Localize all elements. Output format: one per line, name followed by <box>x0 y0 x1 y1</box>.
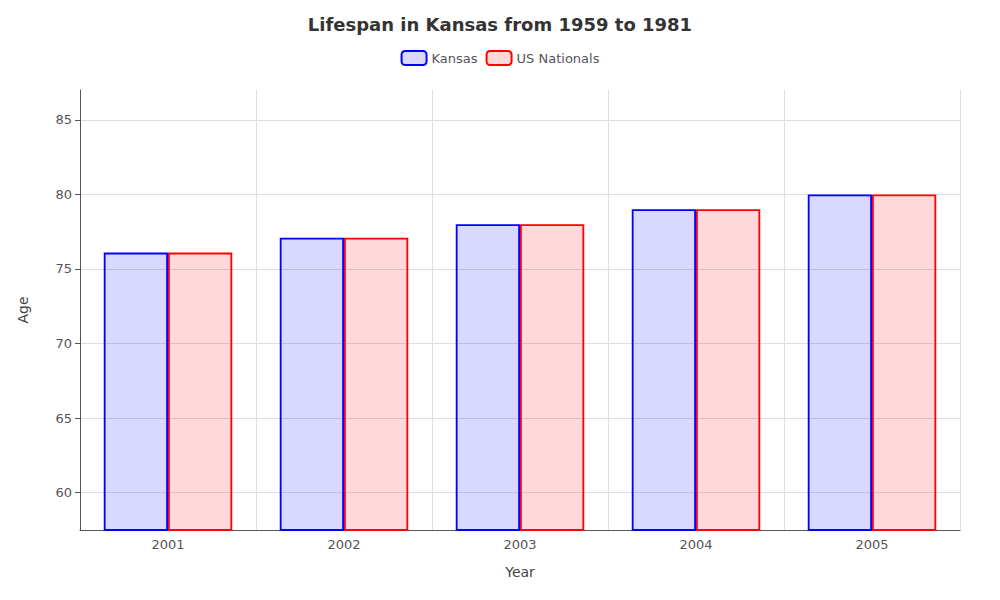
svg-text:2002: 2002 <box>327 537 360 552</box>
svg-text:Age: Age <box>15 296 31 323</box>
svg-text:70: 70 <box>55 336 72 351</box>
svg-text:65: 65 <box>55 411 72 426</box>
svg-text:60: 60 <box>55 485 72 500</box>
svg-text:2004: 2004 <box>679 537 712 552</box>
svg-text:2003: 2003 <box>503 537 536 552</box>
svg-text:US Nationals: US Nationals <box>517 51 600 66</box>
svg-text:Kansas: Kansas <box>432 51 478 66</box>
svg-text:Year: Year <box>504 564 535 580</box>
svg-text:Lifespan in Kansas from 1959 t: Lifespan in Kansas from 1959 to 1981 <box>308 14 692 35</box>
svg-text:2001: 2001 <box>151 537 184 552</box>
svg-text:75: 75 <box>55 261 72 276</box>
svg-text:80: 80 <box>55 187 72 202</box>
svg-text:2005: 2005 <box>855 537 888 552</box>
svg-text:85: 85 <box>55 112 72 127</box>
